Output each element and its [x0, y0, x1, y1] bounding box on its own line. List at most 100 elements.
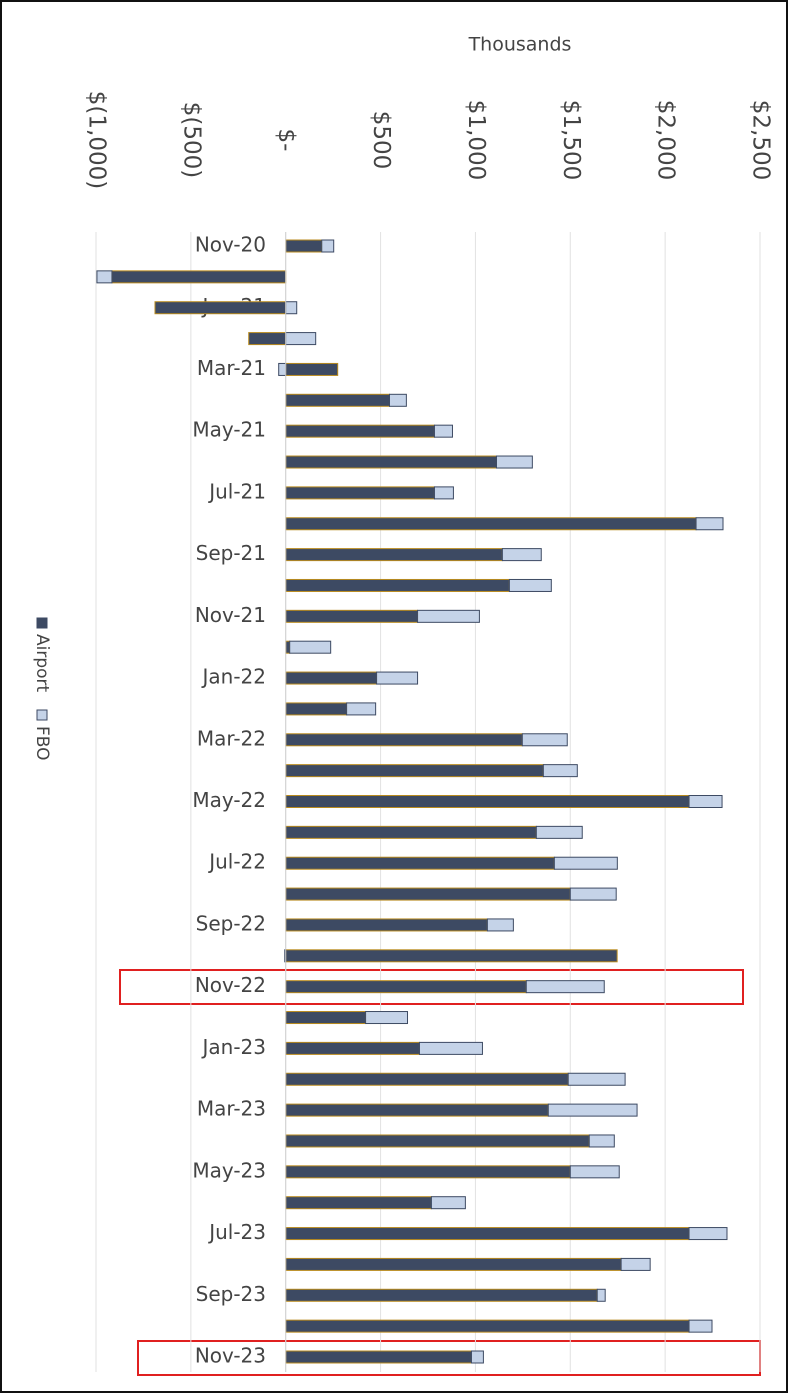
bar	[285, 1041, 420, 1055]
bar	[289, 640, 332, 654]
bar	[525, 980, 605, 994]
bar	[695, 517, 724, 531]
bar	[501, 548, 542, 562]
bar	[346, 702, 377, 716]
bar	[285, 455, 497, 469]
bar	[553, 856, 618, 870]
bar	[285, 918, 488, 932]
y-tick-label: Jul-22	[207, 850, 266, 874]
bar	[285, 1227, 690, 1241]
y-tick-label: Mar-23	[197, 1097, 266, 1121]
y-tick-label: Nov-22	[195, 973, 266, 997]
bar	[285, 1196, 432, 1210]
bar	[535, 825, 583, 839]
y-tick-label: May-21	[192, 418, 266, 442]
bar	[285, 640, 291, 654]
y-tick-label: Sep-23	[196, 1282, 266, 1306]
bar	[285, 1350, 472, 1364]
bar	[285, 1011, 367, 1025]
bar	[620, 1257, 651, 1271]
x-tick-label: $-	[273, 129, 299, 152]
bar	[569, 887, 617, 901]
bar	[285, 795, 690, 808]
bar	[508, 578, 552, 592]
bar	[285, 578, 510, 592]
bar	[285, 1165, 571, 1179]
legend-swatch	[36, 709, 48, 721]
y-tick-label: May-22	[192, 788, 266, 812]
bar	[388, 393, 407, 407]
bar	[417, 609, 480, 623]
x-tick-label: $(1,000)	[84, 91, 110, 189]
x-tick-label: $500	[368, 111, 394, 170]
bar	[285, 887, 571, 901]
legend-label: Airport	[32, 634, 52, 693]
y-tick-label: Nov-20	[195, 233, 266, 257]
y-tick-label: Jan-23	[201, 1035, 267, 1059]
bar	[111, 270, 287, 284]
bar	[285, 702, 348, 716]
bar	[285, 949, 618, 963]
axis-title: Thousands	[468, 34, 572, 56]
y-tick-label: Jul-23	[207, 1220, 266, 1244]
bar	[430, 1196, 466, 1210]
y-tick-label: Jan-22	[201, 665, 267, 689]
bar	[376, 671, 419, 685]
bar	[285, 301, 298, 315]
bar	[285, 856, 555, 870]
bar	[285, 764, 544, 778]
bar	[588, 1134, 615, 1148]
bar	[547, 1103, 638, 1117]
bar	[542, 764, 578, 778]
y-tick-label: Jul-21	[207, 479, 266, 503]
bar	[596, 1288, 606, 1302]
bar	[688, 1319, 713, 1333]
bar	[495, 455, 533, 469]
bar	[96, 270, 113, 284]
y-tick-label: Mar-22	[197, 726, 266, 750]
y-tick-label: May-23	[192, 1158, 266, 1182]
bar	[688, 795, 723, 808]
y-tick-label: Sep-22	[196, 911, 266, 935]
legend-label: FBO	[32, 726, 52, 761]
bar	[285, 1134, 590, 1148]
bar	[154, 301, 287, 315]
bar	[285, 733, 523, 747]
y-tick-label: Nov-21	[195, 603, 266, 627]
x-tick-label: $1,000	[463, 100, 489, 180]
bar	[285, 980, 527, 994]
bar	[567, 1072, 626, 1086]
bar	[285, 424, 435, 438]
bar	[285, 1072, 569, 1086]
y-tick-label: Nov-23	[195, 1344, 266, 1368]
bar	[285, 362, 339, 376]
bar	[285, 332, 317, 346]
x-tick-label: $1,500	[558, 100, 584, 180]
bar	[285, 1103, 549, 1117]
y-tick-label: Mar-21	[197, 356, 266, 380]
bar	[470, 1350, 484, 1364]
bar	[285, 239, 323, 253]
highlight-box	[119, 969, 744, 1005]
x-tick-label: $(500)	[178, 102, 204, 178]
bar	[365, 1011, 409, 1025]
bar	[521, 733, 568, 747]
bar	[569, 1165, 620, 1179]
x-tick-label: $2,500	[748, 100, 774, 180]
bar	[433, 424, 453, 438]
bar	[285, 1257, 622, 1271]
bar	[248, 332, 287, 346]
bar	[285, 486, 435, 500]
bar	[486, 918, 514, 932]
bar	[278, 362, 287, 376]
bar	[285, 671, 378, 685]
bar	[285, 517, 697, 531]
bar	[418, 1041, 483, 1055]
x-tick-label: $2,000	[653, 100, 679, 180]
y-tick-label: Sep-21	[196, 541, 266, 565]
bar	[321, 239, 335, 253]
bar	[433, 486, 454, 500]
bar	[285, 1319, 690, 1333]
bar	[285, 1288, 598, 1302]
